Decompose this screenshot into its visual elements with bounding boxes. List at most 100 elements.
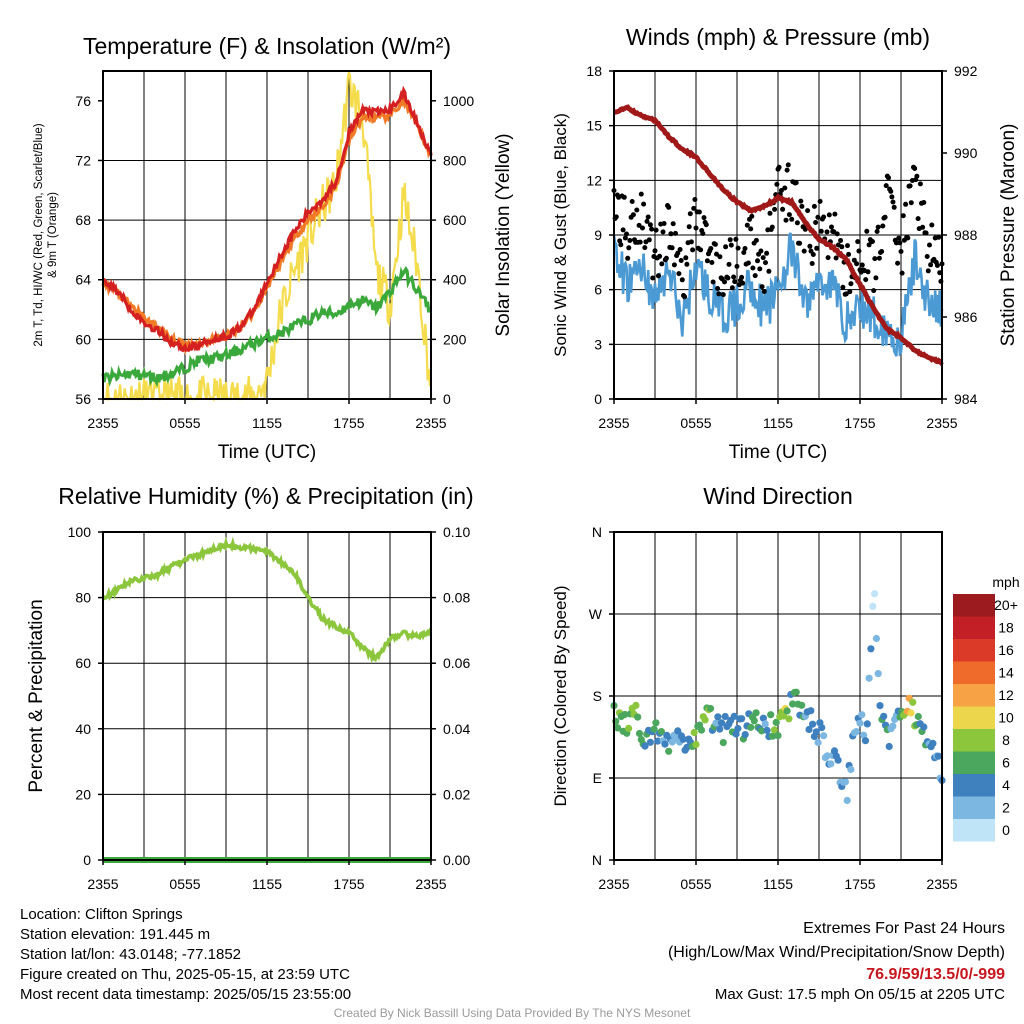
- humidity-ticks: 0 20 40 60 80 100 0.00 0.02 0.04 0.06 0.08 0.10 2355…: [68, 524, 471, 892]
- gust-point: [780, 206, 786, 212]
- gust-point: [798, 198, 804, 204]
- gust-point: [900, 213, 906, 219]
- gust-point: [716, 291, 722, 297]
- wind-direction-point: [692, 740, 700, 749]
- gust-point: [647, 222, 653, 228]
- gust-point: [821, 214, 827, 220]
- y2-tick-label: 990: [954, 145, 978, 161]
- gust-point: [767, 210, 773, 216]
- gust-point: [688, 239, 694, 245]
- gust-point: [691, 205, 697, 211]
- legend-swatch: [953, 639, 995, 662]
- relative-humidity-line: [101, 536, 433, 664]
- wind-direction-point: [814, 738, 822, 747]
- gust-point: [745, 260, 751, 266]
- gust-point: [670, 221, 676, 227]
- gust-point: [925, 268, 931, 274]
- gust-point: [928, 262, 934, 268]
- gust-point: [712, 241, 718, 247]
- temperature-panel-title: Temperature (F) & Insolation (W/m²): [83, 33, 451, 59]
- wind-direction-point: [741, 731, 749, 739]
- wind-direction-point: [783, 707, 791, 715]
- gust-point: [679, 277, 685, 283]
- gust-point: [929, 222, 935, 228]
- gust-point: [690, 247, 696, 253]
- gust-point: [903, 201, 909, 207]
- gust-point: [696, 209, 702, 215]
- humidity-panel-title: Relative Humidity (%) & Precipitation (i…: [58, 483, 473, 509]
- wind-direction-point: [697, 726, 706, 734]
- x-tick-label: 2355: [598, 415, 629, 431]
- gust-point: [763, 260, 768, 266]
- wind-direction-point: [880, 712, 888, 720]
- gust-point: [809, 261, 815, 266]
- gust-point: [645, 214, 651, 220]
- wind-direction-point: [914, 712, 922, 721]
- legend-swatch: [953, 819, 995, 842]
- gust-point: [875, 224, 881, 230]
- wind-direction-point: [852, 728, 861, 736]
- gust-point: [898, 249, 904, 254]
- wind-direction-point: [734, 724, 742, 733]
- wind-direction-point: [674, 727, 682, 735]
- extremes-info: Extremes For Past 24 Hours (High/Low/Max…: [668, 917, 1005, 1005]
- wind-direction-point: [654, 737, 662, 745]
- x-tick-label: 0555: [169, 876, 200, 892]
- x-tick-label: 1155: [763, 415, 793, 431]
- gust-point: [905, 235, 911, 241]
- legend-swatch: [953, 594, 995, 617]
- wind-direction-point: [761, 720, 769, 728]
- gust-point: [629, 199, 635, 204]
- gust-point: [642, 245, 648, 251]
- legend-swatch: [953, 661, 995, 684]
- wind-direction-point: [772, 718, 780, 727]
- gust-point: [732, 279, 738, 285]
- credit-line: Created By Nick Bassill Using Data Provi…: [333, 1006, 691, 1020]
- gust-point: [678, 258, 684, 263]
- wind-direction-point: [768, 732, 777, 740]
- y2-tick-label: 992: [954, 63, 978, 79]
- wind-direction-point: [719, 739, 727, 747]
- gust-point: [856, 248, 862, 254]
- extremes-legend: (High/Low/Max Wind/Precipitation/Snow De…: [667, 944, 1005, 961]
- wind-direction-point: [665, 747, 673, 755]
- wind-direction-point: [652, 719, 660, 727]
- wind-direction-point: [759, 714, 768, 722]
- wind-direction-point: [774, 732, 782, 740]
- gust-point: [785, 162, 791, 168]
- legend-label: 18: [998, 620, 1014, 636]
- gust-point: [698, 247, 704, 253]
- legend-label: 8: [1002, 732, 1010, 748]
- gust-point: [753, 237, 759, 243]
- gust-point: [774, 181, 780, 187]
- gust-point: [907, 183, 913, 189]
- gust-point: [917, 181, 923, 187]
- gust-point: [807, 243, 813, 249]
- gust-point: [673, 230, 678, 236]
- wind-direction-point: [823, 752, 831, 760]
- station-info: Location: Clifton Springs Station elevat…: [20, 905, 351, 1005]
- humidity-grid: [103, 532, 431, 860]
- y2-tick-label: 0: [443, 391, 451, 407]
- wind-direction-grid: [614, 532, 942, 860]
- gust-point: [815, 214, 821, 220]
- station-location: Location: Clifton Springs: [20, 906, 183, 923]
- gust-point: [630, 212, 636, 218]
- gust-point: [870, 239, 875, 244]
- y2-tick-label: 0.00: [443, 852, 470, 868]
- gust-point: [720, 292, 726, 298]
- gust-point: [727, 237, 733, 243]
- x-tick-label: 1155: [252, 876, 282, 892]
- speed-color-legend: 20+ 18 16 14 12 10 8 6 4 2 0: [953, 594, 1018, 842]
- wind-direction-point: [865, 674, 873, 682]
- gust-point: [649, 226, 655, 232]
- gust-point: [641, 201, 647, 207]
- y2-tick-label: 1000: [443, 93, 474, 109]
- wind-direction-point: [621, 710, 629, 719]
- y2-tick-label: 0.06: [443, 655, 470, 671]
- gust-point: [693, 225, 699, 231]
- wind-direction-point: [841, 778, 850, 786]
- winds-y-axis-label: Sonic Wind & Gust (Blue, Black): [551, 113, 570, 357]
- gust-point: [742, 246, 748, 251]
- gust-point: [824, 229, 830, 235]
